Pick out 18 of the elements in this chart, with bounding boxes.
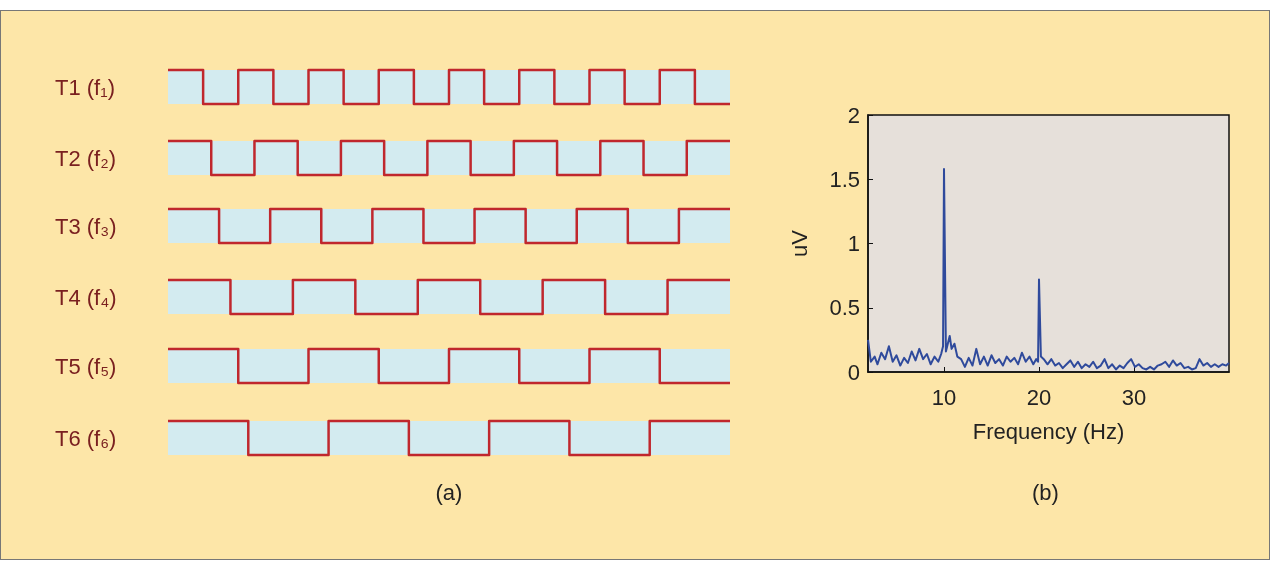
x-tick-label: 30 <box>1121 384 1147 410</box>
chart-title: T5 (f₅) <box>55 353 117 379</box>
chart-title: T1 (f₁) <box>55 74 115 100</box>
y-tick-label: 1.5 <box>829 166 860 192</box>
chart-title: T3 (f₃) <box>55 213 117 239</box>
chart-title: T2 (f₂) <box>55 145 117 171</box>
y-axis-title: uV <box>786 229 812 257</box>
x-tick-label: 10 <box>931 384 957 410</box>
y-tick-label: 2 <box>847 102 860 128</box>
chart-title: T4 (f₄) <box>55 284 117 310</box>
y-tick-label: 0 <box>847 359 860 385</box>
y-tick-label: 1 <box>847 231 860 256</box>
x-tick-label: 20 <box>1026 384 1052 410</box>
y-tick-label: 0.5 <box>829 295 860 321</box>
chart-title: T6 (f₆) <box>55 425 117 451</box>
text: (a) <box>434 480 464 506</box>
x-axis-title: Frequency (Hz) <box>972 418 1125 444</box>
text: (b) <box>1031 480 1060 506</box>
